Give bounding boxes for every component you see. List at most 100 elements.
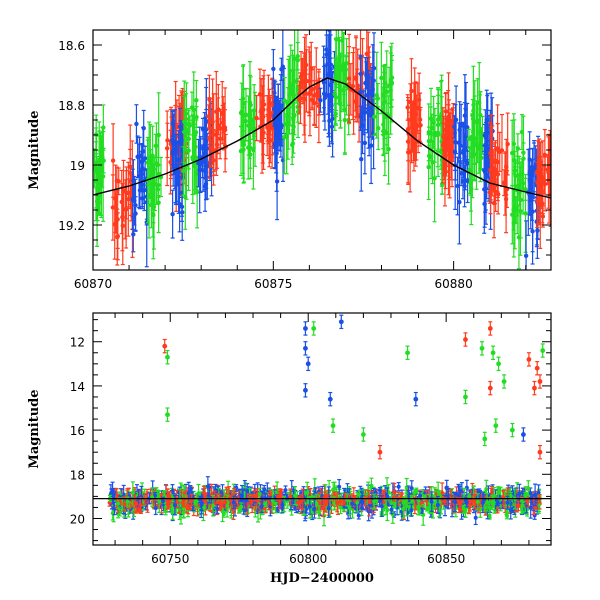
data-point <box>177 201 182 207</box>
data-point <box>456 140 462 145</box>
data-point <box>341 88 346 93</box>
data-point <box>466 136 472 142</box>
data-point <box>170 121 175 126</box>
data-point <box>358 71 363 77</box>
data-point <box>455 183 460 189</box>
data-point <box>356 513 361 518</box>
data-point <box>519 171 525 177</box>
data-point <box>207 135 212 141</box>
data-point <box>376 125 381 131</box>
data-point <box>207 97 212 102</box>
data-point <box>130 197 135 202</box>
data-point <box>361 110 366 115</box>
data-point <box>217 136 223 142</box>
data-point <box>523 253 529 258</box>
data-point <box>302 96 308 102</box>
data-point <box>114 178 120 183</box>
data-point <box>274 127 280 132</box>
data-point <box>453 140 458 145</box>
data-point <box>110 158 116 163</box>
y-tick-label: 18.6 <box>58 39 85 53</box>
data-point <box>98 148 103 153</box>
data-point <box>382 114 388 120</box>
data-point <box>365 93 370 98</box>
data-point <box>509 150 515 156</box>
data-point <box>375 96 381 101</box>
data-point <box>537 154 543 160</box>
data-point <box>369 483 374 488</box>
data-point <box>335 66 340 71</box>
data-point <box>432 176 437 181</box>
data-point <box>465 125 470 130</box>
y-tick-label: 19 <box>70 159 85 173</box>
data-point <box>137 153 142 159</box>
data-point <box>389 81 394 86</box>
data-point <box>287 92 292 98</box>
data-point <box>282 135 287 140</box>
data-point <box>171 142 176 147</box>
data-point <box>282 98 287 103</box>
data-point <box>372 114 377 119</box>
data-point <box>192 140 197 146</box>
data-point <box>370 87 375 92</box>
data-point <box>443 127 448 132</box>
data-point <box>477 100 482 105</box>
data-point <box>474 142 479 148</box>
y-tick-label: 19.2 <box>58 219 85 233</box>
bottom-panel: 60750 60800 608501214161820MagnitudeHJD−24… <box>27 312 552 586</box>
data-point <box>488 167 493 173</box>
data-point <box>492 189 498 194</box>
data-point <box>181 168 186 174</box>
data-point <box>421 512 426 517</box>
data-point <box>110 205 116 210</box>
data-point <box>153 143 158 149</box>
data-point <box>215 123 221 128</box>
data-point <box>540 214 546 219</box>
plot-area <box>93 30 551 270</box>
model-curve <box>93 77 551 199</box>
data-point <box>515 146 521 151</box>
data-point <box>412 147 417 153</box>
x-tick-label: 60880 <box>435 277 473 291</box>
data-point <box>420 500 425 505</box>
data-point <box>194 114 199 120</box>
data-point <box>460 150 466 155</box>
data-point <box>274 151 279 156</box>
data-point <box>492 159 498 164</box>
data-point <box>529 173 534 178</box>
data-point <box>354 87 360 93</box>
y-tick-label: 18.8 <box>58 99 85 113</box>
data-point <box>156 200 161 205</box>
data-point <box>510 212 515 217</box>
data-point <box>207 126 213 131</box>
data-point <box>247 112 253 117</box>
data-point <box>478 155 484 161</box>
data-point <box>196 160 201 166</box>
data-point <box>318 98 323 103</box>
data-point <box>123 207 129 212</box>
data-point <box>321 80 327 85</box>
data-point <box>101 125 106 130</box>
data-point <box>121 188 126 193</box>
data-point <box>458 171 464 176</box>
data-point <box>271 66 276 72</box>
data-point <box>140 157 146 163</box>
data-point <box>362 140 368 146</box>
data-point <box>140 196 145 201</box>
top-panel: 60870 60875 60880 18.6 18.8 19 19.2 Magnitude <box>27 29 552 291</box>
data-point <box>457 199 462 205</box>
data-point <box>545 167 550 172</box>
data-point <box>238 110 244 116</box>
data-point <box>499 148 505 153</box>
data-point <box>463 158 468 163</box>
data-point <box>418 122 423 128</box>
data-point <box>241 147 246 152</box>
data-point <box>291 115 296 120</box>
data-point <box>151 200 156 205</box>
data-point <box>540 201 545 206</box>
data-point <box>359 156 364 162</box>
data-point <box>325 72 331 77</box>
data-point <box>279 67 284 72</box>
data-point <box>436 117 441 122</box>
